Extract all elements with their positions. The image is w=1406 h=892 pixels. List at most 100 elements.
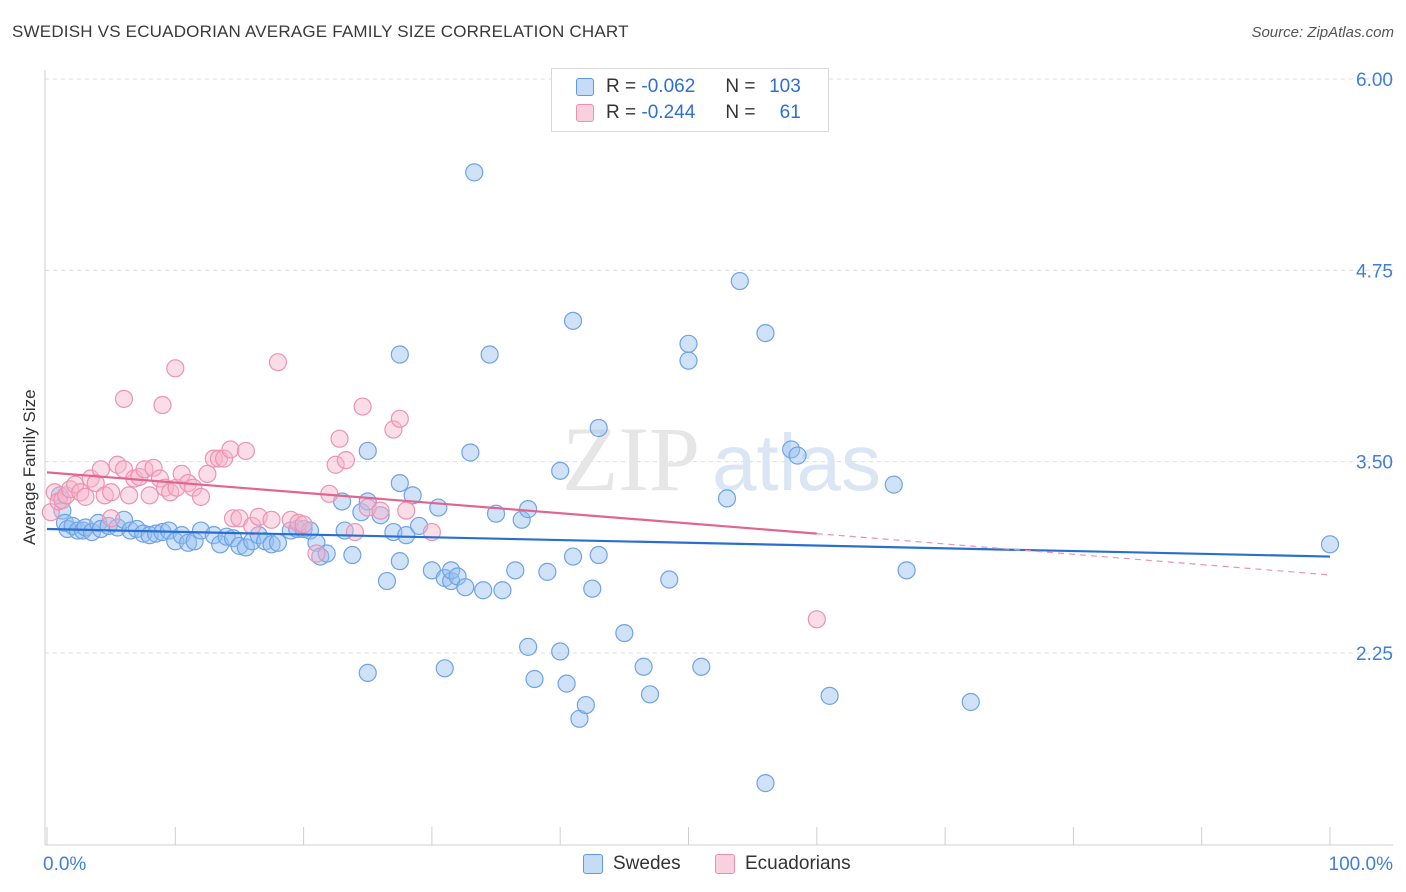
ecuadorians-point-30 bbox=[198, 464, 217, 484]
watermark-zip: ZIP bbox=[562, 408, 700, 510]
x-tick-label-0: 0.0% bbox=[43, 854, 86, 875]
swedes-point-90 bbox=[615, 624, 634, 643]
swedes-point-70 bbox=[506, 561, 525, 580]
ecuadorians-point-24 bbox=[161, 483, 180, 502]
ecuadorians-point-52 bbox=[371, 501, 390, 520]
ecuadorians-point-19 bbox=[135, 460, 154, 479]
ecuadorians-point-59 bbox=[166, 359, 185, 378]
swedes-point-78 bbox=[435, 659, 454, 678]
legend-r-label: R = bbox=[606, 76, 637, 97]
ecuadorians-point-47 bbox=[330, 429, 349, 448]
swedes-point-35 bbox=[262, 535, 281, 554]
trend-lines bbox=[46, 471, 1331, 576]
ecuadorians-point-37 bbox=[236, 441, 255, 461]
swedes-point-99 bbox=[756, 323, 775, 343]
bottom-legend-ecuadorians: Ecuadorians bbox=[715, 852, 851, 876]
bottom-legend-swatch-swedes bbox=[583, 854, 603, 874]
legend-r-value-ecuadorians: -0.244 bbox=[641, 102, 696, 123]
swedes-point-71 bbox=[512, 510, 531, 529]
swedes-point-95 bbox=[679, 334, 698, 353]
swedes-point-102 bbox=[788, 446, 807, 465]
chart-title: SWEDISH VS ECUADORIAN AVERAGE FAMILY SIZ… bbox=[12, 22, 629, 41]
swedes-point-47 bbox=[352, 503, 371, 522]
ecuadorians-trend-line bbox=[46, 471, 817, 535]
swedes-point-104 bbox=[884, 475, 903, 494]
swedes-point-107 bbox=[1320, 535, 1340, 554]
swedes-point-82 bbox=[551, 461, 570, 480]
ecuadorians-point-53 bbox=[384, 420, 403, 439]
bottom-legend-label-swedes: Swedes bbox=[613, 853, 681, 874]
ecuadorians-point-21 bbox=[144, 458, 163, 477]
ecuadorians-point-57 bbox=[114, 389, 134, 409]
swedes-point-87 bbox=[583, 579, 602, 598]
swedes-point-76 bbox=[525, 669, 544, 689]
ecuadorians-point-14 bbox=[108, 455, 127, 474]
legend-n-label: N = bbox=[725, 76, 756, 97]
swedes-point-100 bbox=[756, 774, 775, 793]
y-tick-label-3: 6.00 bbox=[1356, 70, 1393, 91]
ecuadorians-point-13 bbox=[102, 483, 121, 502]
legend-n-value-ecuadorians: 61 bbox=[779, 102, 801, 123]
swedes-point-23 bbox=[179, 533, 198, 552]
ecuadorians-point-54 bbox=[390, 409, 409, 428]
legend-row-ecuadorians: R = -0.244 N = 61 bbox=[576, 101, 801, 125]
ecuadorians-point-43 bbox=[294, 515, 313, 534]
swedes-point-93 bbox=[660, 570, 679, 589]
ecuadorians-point-50 bbox=[353, 397, 372, 416]
swedes-point-54 bbox=[390, 552, 409, 571]
grid-lines bbox=[45, 78, 1393, 654]
legend-r-value-swedes: -0.062 bbox=[641, 76, 696, 97]
swedes-point-85 bbox=[563, 311, 583, 330]
legend-n-value-swedes: 103 bbox=[769, 76, 801, 97]
swedes-point-91 bbox=[634, 657, 653, 676]
swedes-point-36 bbox=[268, 533, 288, 552]
swedes-point-16 bbox=[134, 524, 153, 543]
swedes-point-74 bbox=[519, 637, 538, 656]
swedes-point-65 bbox=[461, 443, 480, 462]
ecuadorians-point-60 bbox=[268, 353, 288, 372]
ecuadorians-point-8 bbox=[76, 487, 95, 506]
bottom-legend-label-ecuadorians: Ecuadorians bbox=[745, 853, 851, 874]
swedes-point-106 bbox=[961, 692, 980, 712]
legend-row-swedes: R = -0.062 N = 103 bbox=[576, 75, 801, 99]
swedes-point-46 bbox=[343, 545, 362, 565]
legend-r-label: R = bbox=[606, 102, 637, 123]
source-label: Source: ZipAtlas.com bbox=[1251, 24, 1394, 41]
swedes-point-77 bbox=[557, 674, 576, 693]
swedes-point-80 bbox=[390, 345, 409, 364]
swedes-point-56 bbox=[403, 486, 422, 505]
swedes-point-43 bbox=[317, 544, 336, 563]
swedes-point-89 bbox=[589, 545, 608, 565]
swedes-point-79 bbox=[358, 663, 377, 682]
ecuadorians-point-55 bbox=[397, 501, 416, 520]
swedes-point-96 bbox=[692, 657, 711, 676]
swedes-point-98 bbox=[730, 271, 749, 291]
ecuadorians-point-46 bbox=[326, 455, 345, 474]
axes bbox=[44, 70, 1393, 846]
y-tick-label-0: 2.25 bbox=[1356, 644, 1393, 665]
swedes-point-66 bbox=[465, 163, 484, 182]
ecuadorians-trend-extension bbox=[816, 533, 1331, 576]
swedes-point-83 bbox=[563, 547, 583, 566]
ecuadorians-point-10 bbox=[86, 473, 105, 493]
bottom-legend-swatch-ecuadorians bbox=[715, 854, 735, 874]
ecuadorians-point-44 bbox=[307, 544, 326, 563]
y-tick-label-1: 3.50 bbox=[1356, 453, 1393, 474]
ecuadorians-point-49 bbox=[345, 522, 365, 542]
swedes-point-105 bbox=[897, 561, 916, 580]
swedes-point-67 bbox=[474, 581, 493, 600]
ecuadorians-point-58 bbox=[153, 395, 172, 415]
legend: R = -0.062 N = 103 R = -0.244 N = 61 bbox=[551, 68, 829, 132]
legend-swatch-ecuadorians bbox=[576, 104, 594, 122]
ecuadorians-point-31 bbox=[204, 449, 223, 468]
swedes-trend-line bbox=[46, 527, 1331, 558]
ecuadorians-point-35 bbox=[223, 509, 243, 528]
ecuadorians-point-20 bbox=[140, 486, 159, 505]
legend-n-label: N = bbox=[725, 102, 756, 123]
swedes-point-86 bbox=[576, 695, 595, 715]
legend-swatch-swedes bbox=[576, 78, 594, 96]
swedes-point-53 bbox=[390, 473, 409, 493]
swedes-point-88 bbox=[589, 418, 608, 438]
watermark-atlas: atlas bbox=[712, 418, 881, 507]
